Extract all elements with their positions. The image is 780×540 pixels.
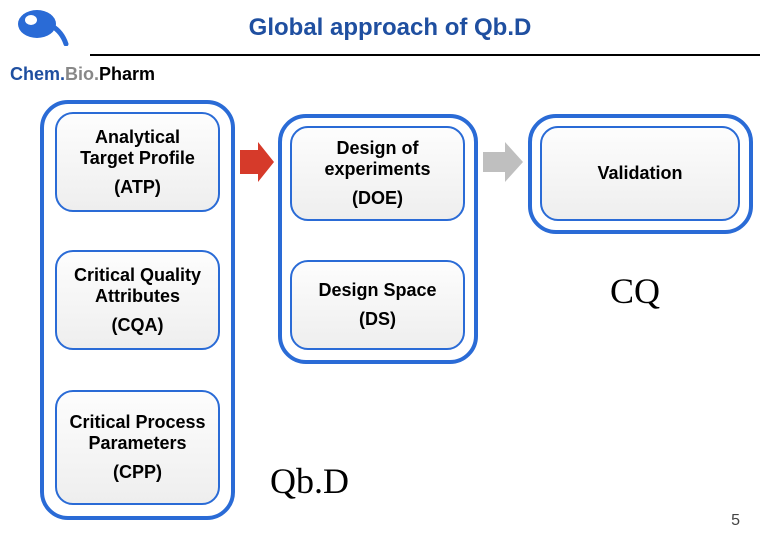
brand-text: Chem.Bio.Pharm [10, 64, 155, 85]
brand-part3: Pharm [99, 64, 155, 84]
qbd-label: Qb.D [270, 460, 349, 502]
box-doe-title: Design of experiments [302, 138, 453, 180]
header: Global approach of Qb.D [0, 0, 780, 60]
arrow-red-icon [240, 142, 274, 182]
page-title: Global approach of Qb.D [0, 0, 780, 42]
box-cqa-abbr: (CQA) [112, 315, 164, 336]
box-validation: Validation [540, 126, 740, 221]
arrow-gray-icon [483, 142, 523, 182]
box-atp: Analytical Target Profile (ATP) [55, 112, 220, 212]
logo [12, 6, 72, 46]
box-atp-title: Analytical Target Profile [67, 127, 208, 169]
box-cqa-title: Critical Quality Attributes [67, 265, 208, 307]
box-cqa: Critical Quality Attributes (CQA) [55, 250, 220, 350]
box-ds: Design Space (DS) [290, 260, 465, 350]
diagram-stage: Analytical Target Profile (ATP) Critical… [0, 90, 780, 540]
box-ds-title: Design Space [318, 280, 436, 301]
box-val-title: Validation [597, 163, 682, 184]
box-doe-abbr: (DOE) [352, 188, 403, 209]
box-cpp-title: Critical Process Parameters [67, 412, 208, 454]
brand-part2: Bio. [65, 64, 99, 84]
box-cpp: Critical Process Parameters (CPP) [55, 390, 220, 505]
box-doe: Design of experiments (DOE) [290, 126, 465, 221]
box-cpp-abbr: (CPP) [113, 462, 162, 483]
cq-label: CQ [610, 270, 660, 312]
brand-part1: Chem. [10, 64, 65, 84]
box-atp-abbr: (ATP) [114, 177, 161, 198]
title-underline [90, 54, 760, 56]
slide-number: 5 [731, 512, 740, 530]
box-ds-abbr: (DS) [359, 309, 396, 330]
